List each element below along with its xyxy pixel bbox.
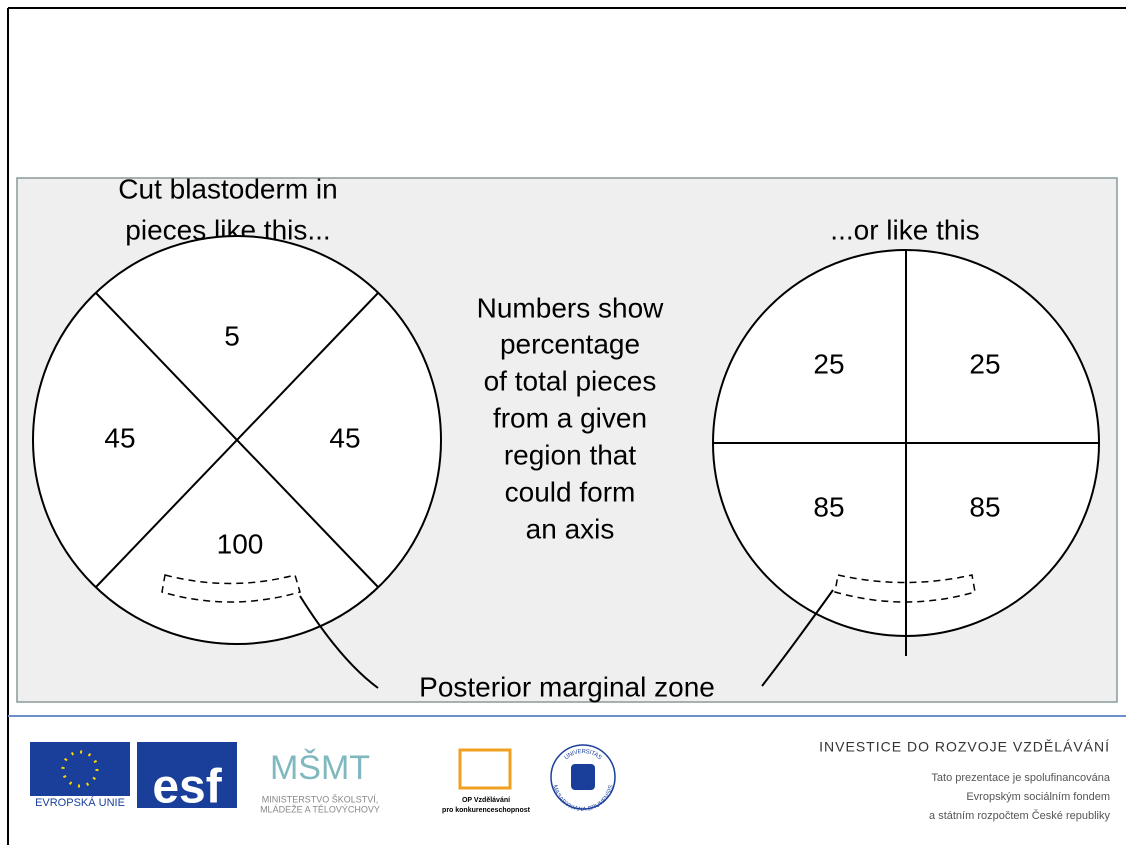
esf-text: esf: [152, 761, 222, 814]
msmt-mark: MŠMT: [270, 749, 370, 787]
university-logo: UNIVERSITAS MASARYKIANA BRUNENSIS: [550, 744, 616, 813]
msmt-text: MLÁDEŽE A TĚLOVÝCHOVY: [260, 804, 380, 814]
msmt-text: MINISTERSTVO ŠKOLSTVÍ,: [262, 794, 379, 804]
cut-line: [95, 292, 379, 588]
zone-label: Posterior marginal zone: [419, 671, 715, 702]
eu-logo: EVROPSKÁ UNIE: [30, 742, 130, 809]
op-logo: OP Vzdělávání pro konkurenceschopnost: [442, 748, 531, 814]
right-title: ...or like this: [830, 214, 979, 245]
region-value: 25: [969, 348, 1000, 379]
university-shield: [571, 764, 595, 790]
op-text: OP Vzdělávání: [462, 797, 511, 804]
center-line: an axis: [526, 513, 615, 544]
footer-line: a státním rozpočtem České republiky: [929, 809, 1110, 822]
region-value: 25: [813, 348, 844, 379]
marginal-zone: [834, 574, 976, 603]
op-text: pro konkurenceschopnost: [442, 807, 531, 814]
footer-line: Tato prezentace je spolufinancována: [931, 772, 1110, 784]
region-value: 45: [104, 422, 135, 453]
msmt-logo: MŠMT MINISTERSTVO ŠKOLSTVÍ, MLÁDEŽE A TĚ…: [260, 749, 380, 814]
eu-flag: [30, 742, 130, 796]
center-line: of total pieces: [484, 365, 657, 396]
left-title: Cut blastoderm in: [118, 173, 337, 204]
esf-logo: esf: [137, 742, 237, 814]
center-line: percentage: [500, 328, 640, 359]
marginal-zone: [161, 574, 301, 603]
center-line: Numbers show: [477, 292, 665, 323]
region-value: 45: [329, 422, 360, 453]
eu-stars: [61, 750, 99, 788]
esf-box: [137, 742, 237, 808]
center-text: Numbers show percentage of total pieces …: [477, 292, 665, 544]
region-value: 85: [813, 491, 844, 522]
eu-text: EVROPSKÁ UNIE: [35, 796, 125, 809]
center-line: from a given: [493, 402, 647, 433]
footer-line: Evropským sociálním fondem: [966, 791, 1110, 803]
op-frame: [458, 748, 512, 790]
region-value: 5: [224, 320, 240, 351]
leader-line: [299, 595, 379, 689]
footer-heading: INVESTICE DO ROZVOJE VZDĚLÁVÁNÍ: [819, 739, 1110, 755]
region-value: 100: [217, 528, 264, 559]
center-line: could form: [505, 476, 636, 507]
region-value: 85: [969, 491, 1000, 522]
center-line: region that: [504, 439, 637, 470]
leader-line: [761, 589, 834, 687]
